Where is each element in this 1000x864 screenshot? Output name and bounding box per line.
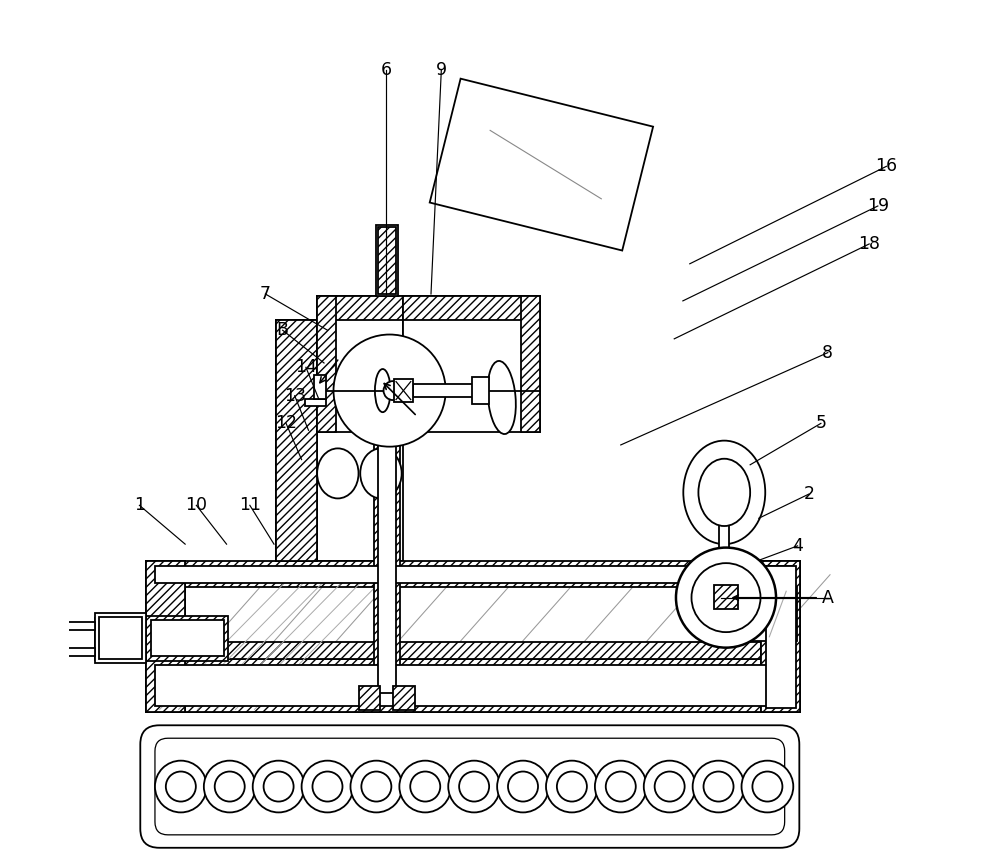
Circle shape xyxy=(448,760,500,812)
Circle shape xyxy=(399,760,451,812)
Circle shape xyxy=(166,772,196,802)
Circle shape xyxy=(595,760,647,812)
Circle shape xyxy=(693,760,744,812)
Bar xyxy=(60,622,95,631)
Bar xyxy=(374,432,400,696)
Circle shape xyxy=(215,772,245,802)
Bar xyxy=(719,492,729,562)
Text: 13: 13 xyxy=(284,387,306,404)
Bar xyxy=(155,665,792,706)
Ellipse shape xyxy=(488,361,516,434)
Bar xyxy=(276,320,317,562)
Bar xyxy=(714,585,738,609)
Circle shape xyxy=(312,772,342,802)
Bar xyxy=(376,225,398,295)
Circle shape xyxy=(557,772,587,802)
Text: B: B xyxy=(277,321,289,340)
Text: 7: 7 xyxy=(260,285,271,303)
Text: 10: 10 xyxy=(185,496,207,514)
Circle shape xyxy=(361,772,391,802)
Text: 2: 2 xyxy=(803,485,814,503)
Ellipse shape xyxy=(683,441,765,544)
Bar xyxy=(761,562,800,712)
Bar xyxy=(146,562,800,588)
Circle shape xyxy=(606,772,636,802)
Bar xyxy=(146,616,228,661)
Circle shape xyxy=(508,772,538,802)
Bar xyxy=(317,295,336,432)
Circle shape xyxy=(204,760,256,812)
Circle shape xyxy=(497,760,549,812)
Bar xyxy=(276,320,317,562)
Bar xyxy=(99,618,142,659)
Circle shape xyxy=(302,760,353,812)
Bar xyxy=(394,379,413,402)
Bar xyxy=(317,295,403,320)
Text: A: A xyxy=(822,588,834,607)
Bar xyxy=(393,686,415,709)
Bar xyxy=(146,562,185,712)
Circle shape xyxy=(655,772,685,802)
Bar xyxy=(317,324,403,562)
Bar xyxy=(761,562,800,712)
Text: 5: 5 xyxy=(815,415,826,432)
Bar xyxy=(472,377,489,404)
Bar xyxy=(378,226,396,294)
Circle shape xyxy=(742,760,793,812)
Text: 9: 9 xyxy=(436,60,447,79)
Bar xyxy=(403,295,540,432)
Bar xyxy=(413,384,482,397)
Text: 12: 12 xyxy=(275,415,297,432)
Circle shape xyxy=(691,563,761,632)
Bar xyxy=(378,434,396,693)
Bar xyxy=(766,566,796,708)
Circle shape xyxy=(410,772,440,802)
Circle shape xyxy=(676,548,776,648)
Polygon shape xyxy=(430,79,653,251)
Text: 16: 16 xyxy=(875,157,898,175)
Circle shape xyxy=(253,760,304,812)
Bar xyxy=(146,573,800,712)
Bar xyxy=(359,686,380,709)
Circle shape xyxy=(334,334,446,447)
Bar xyxy=(726,588,797,641)
Text: 11: 11 xyxy=(239,496,261,514)
Bar xyxy=(314,375,326,399)
Text: 19: 19 xyxy=(867,197,889,215)
Bar xyxy=(521,295,540,432)
Text: 14: 14 xyxy=(295,359,317,377)
Circle shape xyxy=(350,760,402,812)
Text: 1: 1 xyxy=(134,496,145,514)
Text: 6: 6 xyxy=(381,60,392,79)
Bar xyxy=(60,648,95,657)
Bar xyxy=(146,659,800,712)
Text: 4: 4 xyxy=(792,537,803,555)
Circle shape xyxy=(546,760,598,812)
Circle shape xyxy=(459,772,489,802)
Ellipse shape xyxy=(375,369,390,412)
FancyBboxPatch shape xyxy=(140,725,799,848)
Bar xyxy=(317,295,403,432)
Circle shape xyxy=(384,381,403,400)
Circle shape xyxy=(155,760,207,812)
Ellipse shape xyxy=(698,459,750,526)
FancyBboxPatch shape xyxy=(155,738,785,835)
Ellipse shape xyxy=(317,448,359,499)
Circle shape xyxy=(264,772,294,802)
Circle shape xyxy=(704,772,734,802)
Bar xyxy=(95,613,146,664)
Bar xyxy=(276,320,317,562)
Circle shape xyxy=(644,760,696,812)
Bar xyxy=(305,399,326,406)
Bar xyxy=(155,566,792,583)
Bar xyxy=(403,295,540,320)
Bar xyxy=(146,562,185,712)
Bar xyxy=(151,620,224,657)
Text: 18: 18 xyxy=(858,235,880,253)
Ellipse shape xyxy=(360,448,402,499)
Bar xyxy=(146,642,800,659)
Text: 8: 8 xyxy=(822,344,833,362)
Bar xyxy=(146,562,185,712)
Circle shape xyxy=(752,772,782,802)
